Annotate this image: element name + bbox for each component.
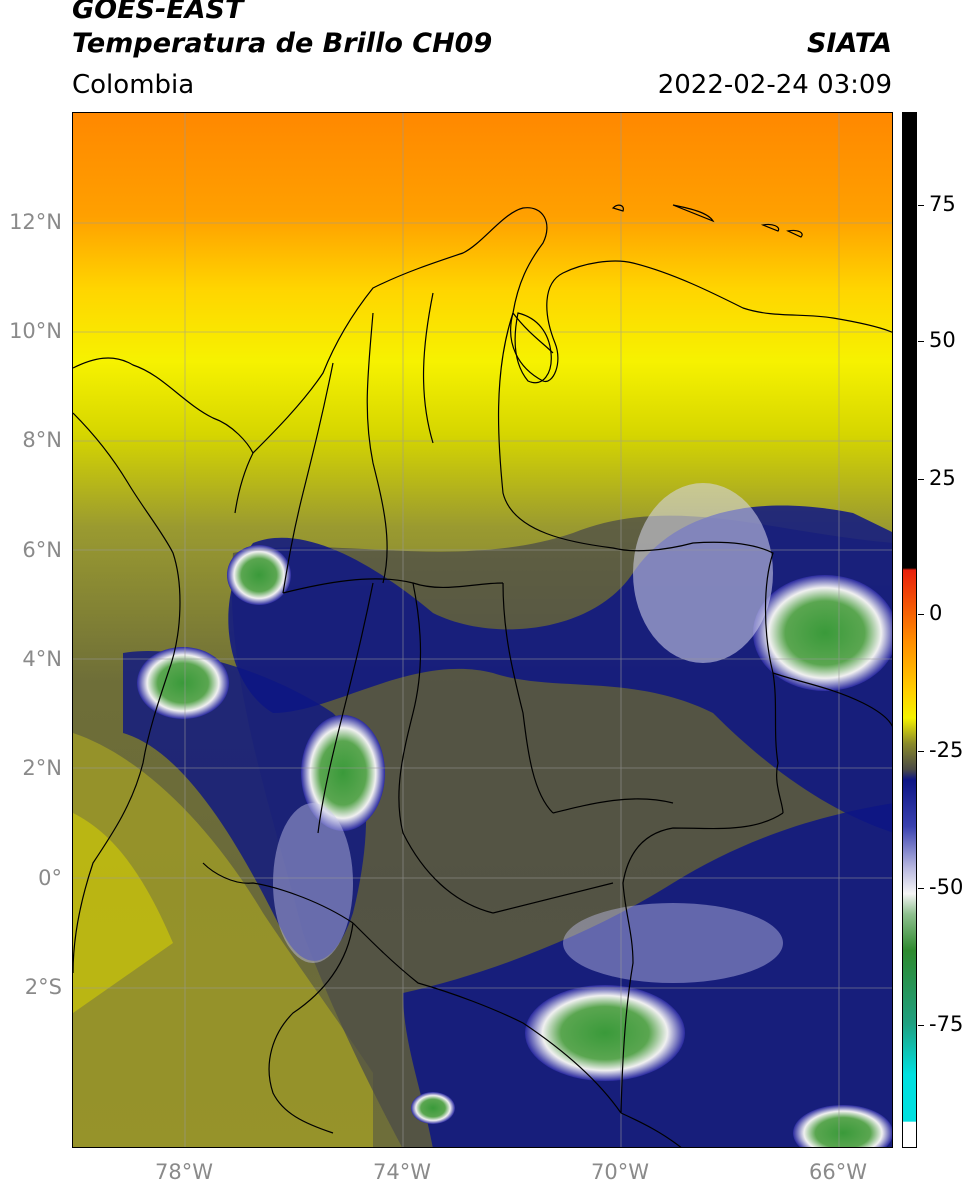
product-title: Temperatura de Brillo CH09	[72, 28, 493, 59]
cloud-core-nw	[227, 545, 291, 605]
dept-borders-1	[282, 292, 504, 834]
colombia-venezuela-border	[497, 312, 784, 814]
colorbar-tick	[918, 205, 924, 206]
datetime-label: 2022-02-24 03:09	[657, 70, 892, 100]
lat-label-8n: 8°N	[22, 428, 62, 452]
colorbar-tick	[918, 888, 924, 889]
colorbar-tick	[918, 341, 924, 342]
coastline-and-borders	[73, 204, 892, 1147]
lake-maracaibo	[514, 312, 552, 384]
aruba-curacao	[611, 204, 803, 238]
colorbar-tick	[918, 751, 924, 752]
graticule	[73, 113, 892, 1147]
cloud-core-south	[525, 985, 685, 1081]
brand-label: SIATA	[806, 28, 892, 59]
panama-border	[234, 452, 254, 514]
colorbar-label-neg50: -50	[929, 875, 964, 899]
colorbar-tick	[918, 614, 924, 615]
western-lowlands-band	[73, 733, 373, 1147]
satellite-map	[72, 112, 893, 1148]
lat-label-10n: 10°N	[9, 319, 62, 343]
cloud-core-se	[793, 1105, 892, 1147]
colombia-brazil-border	[620, 812, 784, 1114]
venezuela-brazil-border	[772, 672, 892, 728]
lat-label-0: 0°	[38, 866, 62, 890]
colorbar-tick	[918, 479, 924, 480]
lat-label-4n: 4°N	[22, 647, 62, 671]
peru-brazil-border	[620, 1112, 682, 1147]
colorbar-label-neg25: -25	[929, 738, 964, 762]
cloud-streaks-amazon	[563, 903, 783, 983]
colorbar-label-75: 75	[929, 192, 956, 216]
lat-label-12n: 12°N	[9, 210, 62, 234]
lat-label-6n: 6°N	[22, 538, 62, 562]
dept-borders-2	[398, 582, 674, 914]
cloud-core-small	[411, 1092, 455, 1124]
pacific-coastline	[73, 412, 181, 974]
colombia-ecuador-border	[202, 862, 354, 924]
colorbar-label-50: 50	[929, 328, 956, 352]
pacific-yellow-band	[73, 813, 173, 1013]
lon-label-74w: 74°W	[373, 1160, 431, 1184]
colorbar-label-0: 0	[929, 601, 943, 625]
cloud-core-central	[301, 715, 385, 831]
colorbar-label-neg75: -75	[929, 1012, 964, 1036]
cloud-streaks-andes	[273, 803, 353, 963]
colorbar	[902, 112, 917, 1148]
map-svg	[73, 113, 892, 1147]
satellite-title: GOES-EAST	[72, 0, 244, 25]
navy-band-southern	[403, 803, 892, 1147]
colorbar-label-25: 25	[929, 466, 956, 490]
colombia-peru-border	[352, 922, 622, 1114]
lon-label-66w: 66°W	[809, 1160, 867, 1184]
ecuador-peru-border	[268, 922, 354, 1134]
cloud-core-west	[137, 647, 229, 719]
caribbean-coastline	[73, 207, 892, 455]
lat-label-2n: 2°N	[22, 756, 62, 780]
cloud-streaks-ne	[633, 483, 773, 663]
cloud-core-east	[753, 575, 892, 691]
navy-band-west	[123, 651, 367, 961]
lon-label-70w: 70°W	[591, 1160, 649, 1184]
colorbar-tick	[918, 1025, 924, 1026]
lat-label-2s: 2°S	[24, 975, 62, 999]
lon-label-78w: 78°W	[155, 1160, 213, 1184]
region-label: Colombia	[72, 70, 195, 100]
